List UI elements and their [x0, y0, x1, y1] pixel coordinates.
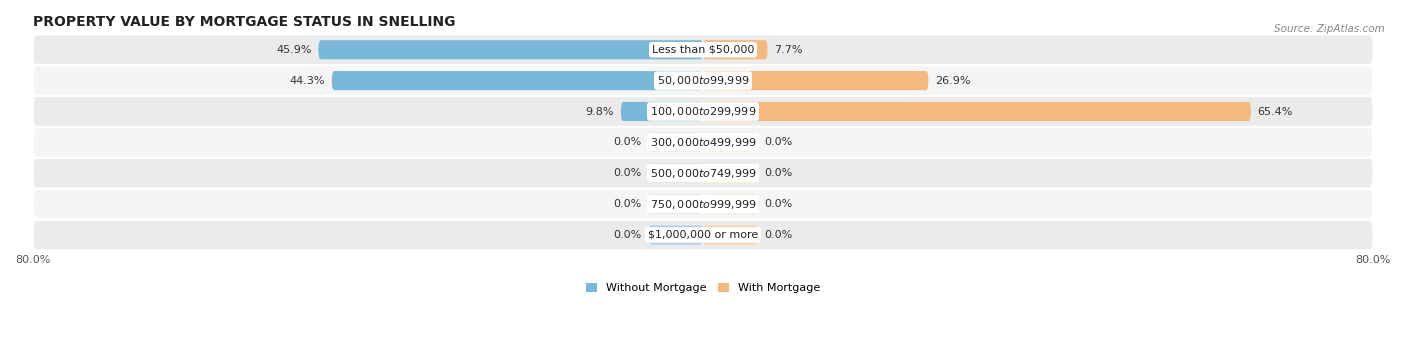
Text: 45.9%: 45.9%: [276, 45, 312, 55]
FancyBboxPatch shape: [703, 133, 758, 152]
Text: 9.8%: 9.8%: [586, 106, 614, 117]
Text: $100,000 to $299,999: $100,000 to $299,999: [650, 105, 756, 118]
Text: 0.0%: 0.0%: [765, 168, 793, 178]
Text: $750,000 to $999,999: $750,000 to $999,999: [650, 198, 756, 210]
FancyBboxPatch shape: [621, 102, 703, 121]
FancyBboxPatch shape: [32, 189, 1374, 220]
Text: 0.0%: 0.0%: [613, 137, 641, 147]
Text: 0.0%: 0.0%: [613, 168, 641, 178]
Text: $1,000,000 or more: $1,000,000 or more: [648, 230, 758, 240]
FancyBboxPatch shape: [32, 96, 1374, 127]
Text: 44.3%: 44.3%: [290, 75, 325, 86]
Text: $500,000 to $749,999: $500,000 to $749,999: [650, 167, 756, 180]
Text: 26.9%: 26.9%: [935, 75, 970, 86]
Text: 0.0%: 0.0%: [613, 230, 641, 240]
FancyBboxPatch shape: [332, 71, 703, 90]
FancyBboxPatch shape: [703, 225, 758, 244]
FancyBboxPatch shape: [648, 164, 703, 183]
Legend: Without Mortgage, With Mortgage: Without Mortgage, With Mortgage: [582, 278, 824, 298]
Text: $300,000 to $499,999: $300,000 to $499,999: [650, 136, 756, 149]
FancyBboxPatch shape: [32, 127, 1374, 158]
Text: Less than $50,000: Less than $50,000: [652, 45, 754, 55]
FancyBboxPatch shape: [32, 220, 1374, 250]
FancyBboxPatch shape: [318, 40, 703, 60]
FancyBboxPatch shape: [648, 133, 703, 152]
FancyBboxPatch shape: [703, 102, 1251, 121]
FancyBboxPatch shape: [32, 65, 1374, 96]
Text: 0.0%: 0.0%: [613, 199, 641, 209]
Text: 7.7%: 7.7%: [775, 45, 803, 55]
FancyBboxPatch shape: [703, 164, 758, 183]
FancyBboxPatch shape: [32, 158, 1374, 189]
Text: 0.0%: 0.0%: [765, 137, 793, 147]
FancyBboxPatch shape: [648, 194, 703, 214]
FancyBboxPatch shape: [703, 194, 758, 214]
Text: 0.0%: 0.0%: [765, 199, 793, 209]
Text: $50,000 to $99,999: $50,000 to $99,999: [657, 74, 749, 87]
FancyBboxPatch shape: [703, 40, 768, 60]
FancyBboxPatch shape: [703, 71, 928, 90]
Text: 65.4%: 65.4%: [1258, 106, 1294, 117]
Text: PROPERTY VALUE BY MORTGAGE STATUS IN SNELLING: PROPERTY VALUE BY MORTGAGE STATUS IN SNE…: [32, 15, 456, 29]
FancyBboxPatch shape: [648, 225, 703, 244]
FancyBboxPatch shape: [32, 34, 1374, 65]
Text: 0.0%: 0.0%: [765, 230, 793, 240]
Text: Source: ZipAtlas.com: Source: ZipAtlas.com: [1274, 24, 1385, 34]
